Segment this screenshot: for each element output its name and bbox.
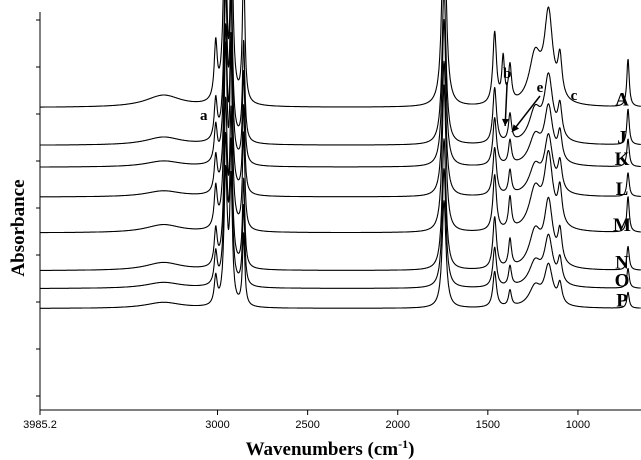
series-line-A [39,0,641,108]
series-label-P: P [616,291,628,312]
series-line-K [39,0,641,168]
series-label-N: N [615,253,629,274]
annotation-e: e [537,80,544,96]
axes [36,12,641,411]
x-axis-title-text: Wavenumbers (cm [246,439,399,460]
series-line-N [39,96,641,271]
series-label-M: M [613,215,631,236]
series-label-A: A [615,90,629,111]
x-tick-label: 1000 [566,419,590,431]
annotation-arrow-e [511,95,541,133]
x-axis-title: Wavenumbers (cm-1) [246,437,415,460]
series-label-J: J [617,127,627,148]
series-label-K: K [615,149,630,170]
series-label-L: L [616,179,629,200]
x-axis-title-suffix: ) [408,439,414,460]
x-tick-label: 3985.2 [23,419,57,431]
series-line-M [39,41,641,234]
x-tick-label: 1500 [476,419,500,431]
x-tick-label: 2500 [295,419,319,431]
x-tick-labels: 3985.2 3000 2500 2000 1500 1000 [23,410,590,431]
series-line-P [39,164,641,309]
series-line-O [39,131,641,289]
annotations: a b e c [200,66,578,133]
x-tick-label: 2000 [385,419,409,431]
x-tick-label: 3000 [205,419,229,431]
series-label-O: O [615,271,630,292]
x-axis-title-exponent: -1 [398,437,408,451]
traces [39,0,641,309]
series-line-L [39,23,641,198]
annotation-arrowhead-b [501,118,509,126]
annotation-c: c [571,88,578,104]
series-line-J [39,0,641,146]
annotation-b: b [503,66,511,82]
annotation-arrow-b [504,81,508,127]
annotation-a: a [200,108,208,124]
annotation-arrowhead-e [511,124,520,132]
y-axis-title: Absorbance [8,179,29,276]
